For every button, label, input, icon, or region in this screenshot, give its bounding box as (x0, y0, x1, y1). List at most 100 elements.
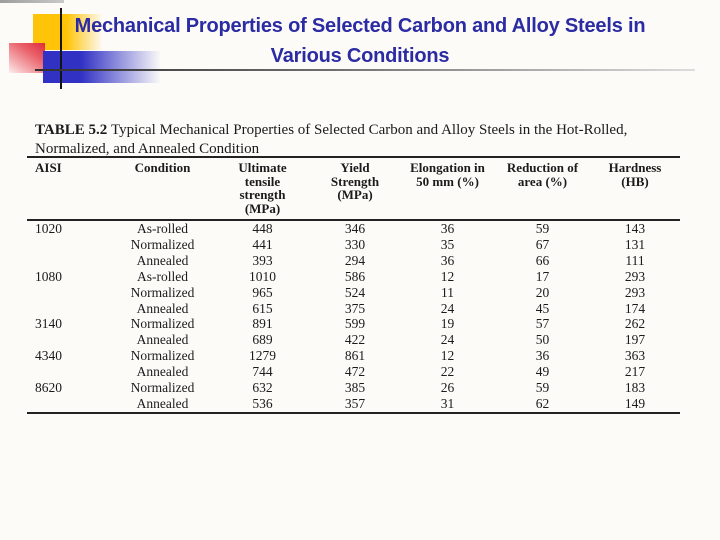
table-cell: 19 (440, 316, 455, 332)
table-cell: 35 (440, 236, 455, 252)
title-line-2: Various Conditions (270, 45, 450, 67)
table-cell: 330 (344, 236, 366, 252)
column-header: Reduction of area (%) (506, 160, 579, 189)
table-cell: 24 (440, 300, 455, 316)
table-cell: 174 (624, 300, 646, 316)
table-cell: 111 (625, 252, 645, 268)
title-line-1: Mechanical Properties of Selected Carbon… (74, 15, 646, 37)
table-body: 1020 As-rolled 448 346 36 59 143 Normalized 441 3… (27, 220, 680, 413)
table-cell: 1279 (249, 348, 276, 364)
vertical-line-decoration (60, 8, 62, 89)
table-cell: 36 (440, 252, 455, 268)
table-cell: 357 (344, 395, 366, 411)
table-header-row: AISI Condition Ultimate tensile strength (MPa… (27, 157, 680, 220)
table-cell: 441 (252, 236, 273, 252)
column-header: Ultimate tensile strength (MPa) (238, 160, 287, 216)
table-cell: 183 (624, 380, 646, 396)
table-cell: Annealed (136, 252, 189, 268)
table-cell: 11 (441, 284, 454, 300)
column-header: Elongation in 50 mm (%) (410, 160, 485, 189)
table-cell: 689 (252, 332, 273, 348)
table-cell: 36 (440, 221, 455, 236)
properties-table: AISI Condition Ultimate tensile strength (MPa… (27, 156, 680, 414)
table-cell: 586 (344, 268, 366, 284)
table-cell: Annealed (136, 332, 189, 348)
table-row: 4340 Normalized 1279 861 12 36 363 (27, 348, 680, 364)
table-cell: 294 (344, 252, 366, 268)
table-row: 1080 As-rolled 1010 586 12 17 293 (27, 269, 680, 285)
table-cell: 67 (535, 236, 550, 252)
table-cell: Annealed (136, 395, 189, 411)
caption-line-1: TABLE 5.2 Typical Mechanical Properties … (35, 121, 660, 140)
top-gray-strip-decoration (0, 0, 64, 3)
table-row: Annealed 744 472 22 49 217 (27, 364, 680, 380)
column-header: Condition (134, 160, 191, 175)
table-cell: 45 (535, 300, 550, 316)
table-cell: 62 (535, 395, 550, 411)
table-cell: 131 (624, 236, 646, 252)
table-cell: 615 (252, 300, 273, 316)
table-cell: 26 (440, 380, 455, 396)
table-row: 3140 Normalized 891 599 19 57 262 (27, 316, 680, 332)
table-cell: Normalized (130, 316, 195, 332)
table-cell: 448 (252, 221, 273, 236)
table-cell: 3140 (35, 316, 62, 332)
table-cell: 36 (535, 348, 550, 364)
table-cell: 1080 (35, 268, 62, 284)
table-cell: 50 (535, 332, 550, 348)
table-cell: 744 (252, 364, 273, 380)
table-row: Annealed 689 422 24 50 197 (27, 332, 680, 348)
table-cell (27, 396, 110, 413)
table-cell: 12 (440, 348, 455, 364)
table-row: Annealed 615 375 24 45 174 (27, 301, 680, 317)
table-cell: 8620 (35, 380, 62, 396)
table-cell: 59 (535, 221, 550, 236)
table-cell: 375 (344, 300, 366, 316)
table-cell: 422 (344, 332, 366, 348)
table-cell: 20 (535, 284, 550, 300)
title-underline-rule (35, 69, 695, 71)
table-cell: 1010 (249, 268, 276, 284)
caption-label: TABLE 5.2 (35, 122, 108, 138)
table-cell: 143 (624, 221, 646, 236)
caption-line-2: Normalized, and Annealed Condition (35, 141, 260, 157)
table-cell: As-rolled (137, 268, 188, 284)
table-cell: 861 (344, 348, 366, 364)
table-cell: 293 (624, 284, 646, 300)
table-cell: 393 (252, 252, 273, 268)
table-cell: 57 (535, 316, 550, 332)
table-cell: 363 (624, 348, 646, 364)
table-caption: TABLE 5.2 Typical Mechanical Properties … (35, 121, 660, 159)
table-cell: 1020 (35, 221, 62, 236)
table-cell: 24 (440, 332, 455, 348)
table-cell: Normalized (130, 236, 195, 252)
table-cell (27, 253, 110, 269)
table-row: Normalized 965 524 11 20 293 (27, 285, 680, 301)
caption-text-1: Typical Mechanical Properties of Selecte… (111, 122, 628, 138)
table-cell: 632 (252, 380, 273, 396)
blue-square-decoration (43, 51, 161, 83)
table-cell: 31 (440, 395, 455, 411)
table-row: Normalized 441 330 35 67 131 (27, 237, 680, 253)
table-cell: As-rolled (137, 221, 188, 236)
table-row: Annealed 536 357 31 62 149 (27, 396, 680, 413)
table-cell: 217 (624, 364, 646, 380)
table-cell: 149 (624, 395, 646, 411)
table-row: 1020 As-rolled 448 346 36 59 143 (27, 220, 680, 237)
table-row: Annealed 393 294 36 66 111 (27, 253, 680, 269)
table-cell: Normalized (130, 348, 195, 364)
table-cell: Normalized (130, 284, 195, 300)
table-cell: 197 (624, 332, 646, 348)
column-header: Hardness (HB) (608, 160, 662, 189)
table-cell: 965 (252, 284, 273, 300)
table-cell: 293 (624, 268, 646, 284)
table-cell (27, 237, 110, 253)
table-cell: 4340 (35, 348, 62, 364)
table-cell: 891 (252, 316, 273, 332)
column-header: AISI (35, 160, 62, 175)
table-cell: 22 (440, 364, 455, 380)
table-cell (27, 285, 110, 301)
table-cell: Normalized (130, 380, 195, 396)
table-cell: 59 (535, 380, 550, 396)
table-cell: 66 (535, 252, 550, 268)
